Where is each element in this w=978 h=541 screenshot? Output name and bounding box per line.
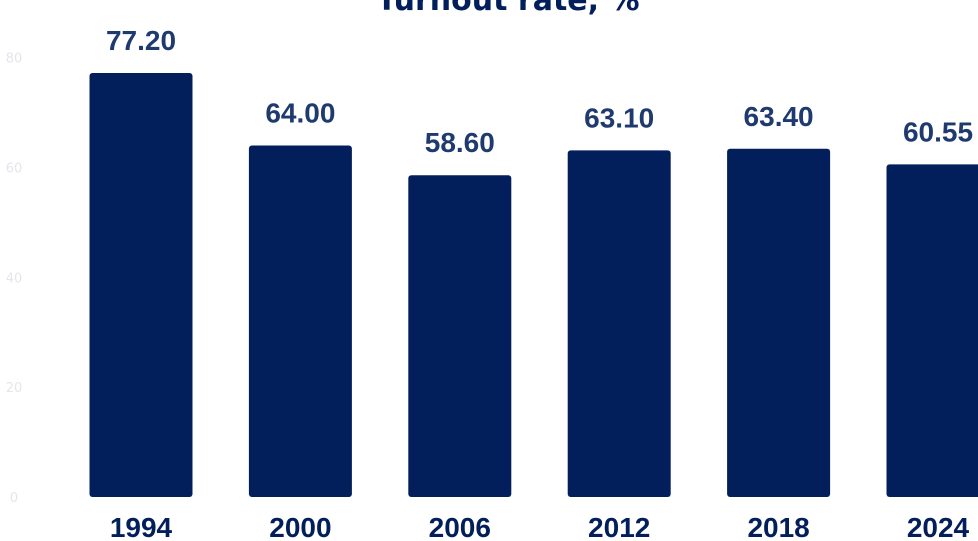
- x-tick-label: 2012: [588, 512, 650, 541]
- x-axis: 1994 2000 2006 2012 2018 2024: [110, 512, 970, 541]
- bars-group: [89, 73, 978, 498]
- bar-value-label: 63.10: [584, 102, 654, 133]
- y-tick-label: 0: [10, 491, 18, 506]
- y-tick-label: 80: [6, 52, 23, 67]
- bar-2012: [567, 150, 671, 497]
- bar-2000: [248, 145, 352, 497]
- x-tick-label: 2000: [269, 512, 331, 541]
- bar-value-label: 63.40: [744, 101, 814, 132]
- bar-2024: [886, 164, 978, 497]
- y-tick-label: 20: [6, 381, 23, 396]
- bar-2006: [408, 175, 512, 497]
- chart-title: Turnout rate, %: [376, 0, 639, 18]
- bar-value-label: 58.60: [425, 127, 495, 158]
- y-tick-label: 60: [6, 162, 23, 177]
- bar-value-label: 64.00: [265, 98, 335, 129]
- x-tick-label: 1994: [110, 512, 173, 541]
- bar-1994: [89, 73, 193, 497]
- x-tick-label: 2024: [907, 512, 970, 541]
- y-axis: 0 20 40 60 80: [6, 52, 23, 506]
- bar-value-label: 77.20: [106, 25, 176, 56]
- x-tick-label: 2018: [747, 512, 809, 541]
- x-tick-label: 2006: [429, 512, 491, 541]
- bar-2018: [727, 148, 831, 498]
- bar-value-labels: 77.20 64.00 58.60 63.10 63.40 60.55: [104, 24, 974, 160]
- y-tick-label: 40: [6, 271, 23, 286]
- bar-value-label: 60.55: [903, 116, 973, 147]
